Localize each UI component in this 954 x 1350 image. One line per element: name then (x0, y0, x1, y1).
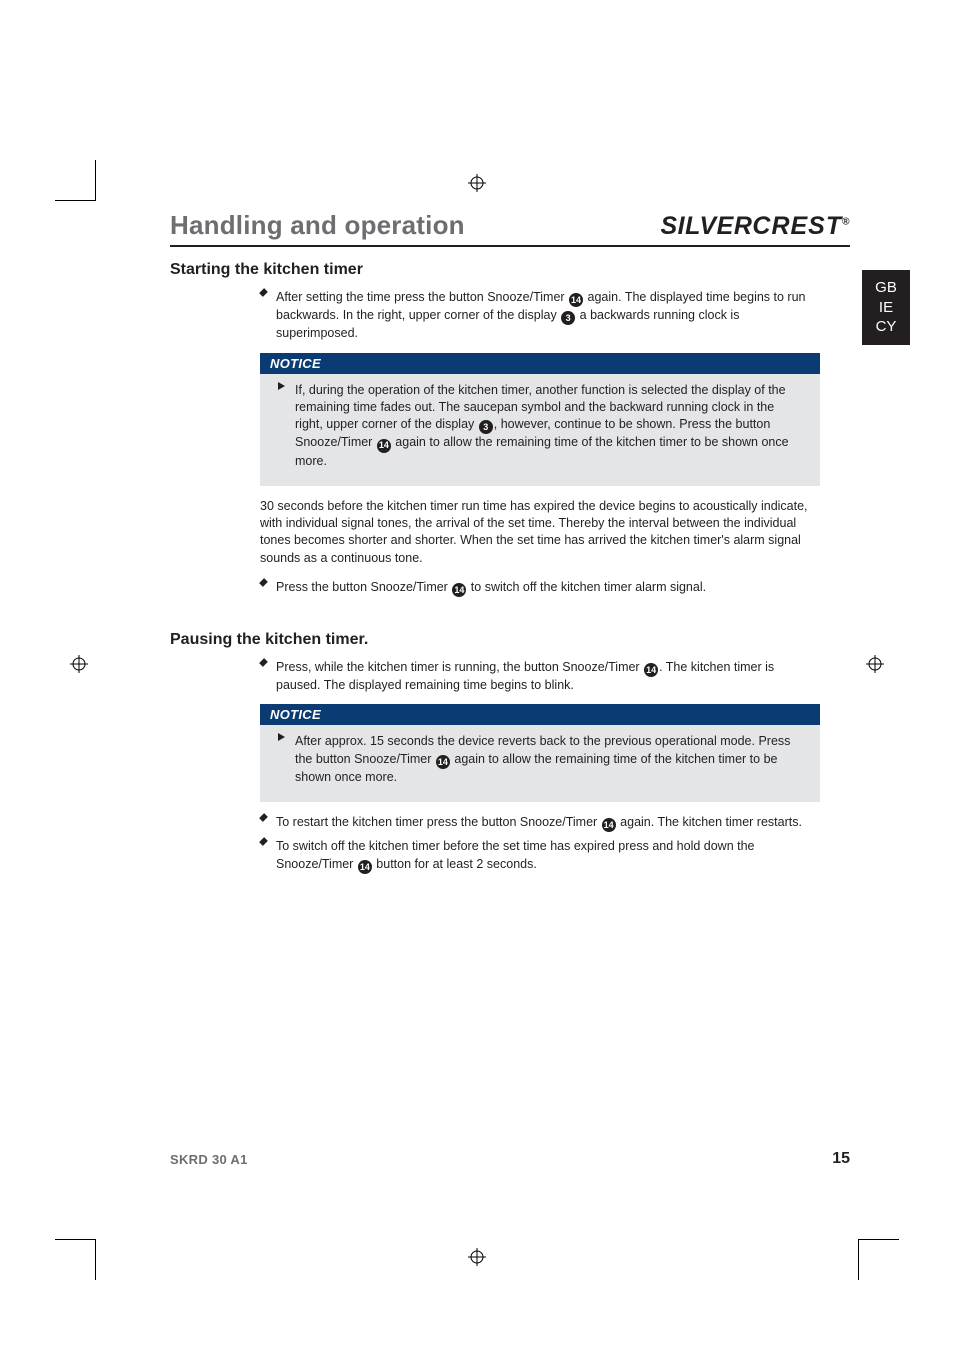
list-item: Press the button Snooze/Timer 14 to swit… (260, 579, 820, 597)
bullet-icon (259, 813, 268, 822)
paragraph: 30 seconds before the kitchen timer run … (260, 498, 820, 567)
lang-code: GB (862, 278, 910, 298)
notice-box: NOTICE If, during the operation of the k… (260, 353, 820, 486)
lang-code: IE (862, 298, 910, 318)
list-item: If, during the operation of the kitchen … (278, 382, 802, 470)
lang-code: CY (862, 317, 910, 337)
ref-badge: 14 (358, 860, 372, 874)
list-item: After approx. 15 seconds the device reve… (278, 733, 802, 786)
list-item: Press, while the kitchen timer is runnin… (260, 659, 820, 694)
divider (170, 245, 850, 247)
registration-mark-icon (866, 655, 884, 673)
bullet-icon (259, 838, 268, 847)
registration-mark-icon (70, 655, 88, 673)
bullet-icon (259, 578, 268, 587)
page-number: 15 (832, 1150, 850, 1168)
model-number: SKRD 30 A1 (170, 1152, 248, 1167)
notice-heading: NOTICE (260, 353, 820, 374)
page-title: Handling and operation (170, 210, 465, 241)
notice-heading: NOTICE (260, 704, 820, 725)
ref-badge: 3 (479, 420, 493, 434)
registration-mark-icon (468, 1248, 486, 1266)
triangle-icon (278, 382, 285, 390)
ref-badge: 14 (436, 755, 450, 769)
ref-badge: 14 (644, 663, 658, 677)
crop-mark (858, 1239, 899, 1280)
ref-badge: 3 (561, 311, 575, 325)
language-tab: GB IE CY (862, 270, 910, 345)
list-item: After setting the time press the button … (260, 289, 820, 343)
brand-logo: SILVERCREST® (660, 212, 850, 241)
subheading: Pausing the kitchen timer. (170, 631, 850, 649)
bullet-icon (259, 658, 268, 667)
registration-mark-icon (468, 174, 486, 192)
ref-badge: 14 (569, 293, 583, 307)
ref-badge: 14 (602, 818, 616, 832)
subheading: Starting the kitchen timer (170, 261, 850, 279)
crop-mark (55, 1239, 96, 1280)
list-item: To switch off the kitchen timer before t… (260, 838, 820, 873)
triangle-icon (278, 733, 285, 741)
ref-badge: 14 (377, 439, 391, 453)
ref-badge: 14 (452, 583, 466, 597)
list-item: To restart the kitchen timer press the b… (260, 814, 820, 832)
notice-box: NOTICE After approx. 15 seconds the devi… (260, 704, 820, 802)
bullet-icon (259, 288, 268, 297)
crop-mark (55, 160, 96, 201)
